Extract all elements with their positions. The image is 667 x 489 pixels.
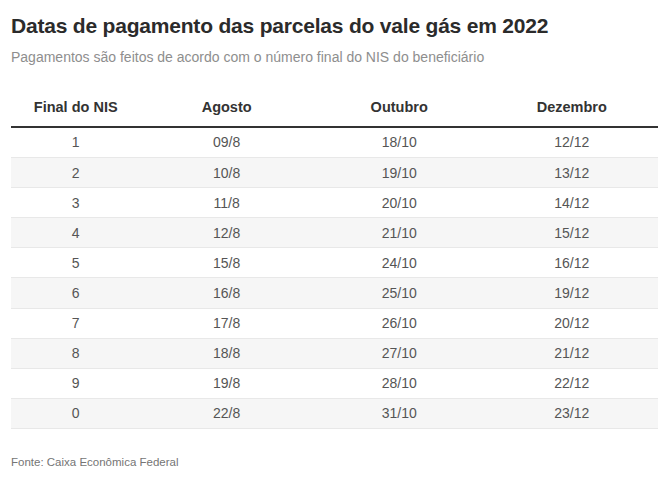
- table-cell: 27/10: [313, 338, 486, 368]
- table-cell: 8: [11, 338, 140, 368]
- table-cell: 5: [11, 248, 140, 278]
- table-cell: 6: [11, 278, 140, 308]
- table-cell: 14/12: [485, 188, 658, 218]
- page-subtitle: Pagamentos são feitos de acordo com o nú…: [11, 49, 658, 66]
- table-cell: 9: [11, 368, 140, 398]
- table-cell: 20/12: [485, 308, 658, 338]
- table-cell: 31/10: [313, 398, 486, 428]
- table-cell: 09/8: [140, 127, 313, 158]
- table-cell: 18/10: [313, 127, 486, 158]
- table-cell: 0: [11, 398, 140, 428]
- table-cell: 23/12: [485, 398, 658, 428]
- table-row: 210/819/1013/12: [11, 158, 658, 188]
- table-cell: 28/10: [313, 368, 486, 398]
- table-cell: 24/10: [313, 248, 486, 278]
- table-row: 311/820/1014/12: [11, 188, 658, 218]
- table-cell: 12/8: [140, 218, 313, 248]
- table-body: 109/818/1012/12210/819/1013/12311/820/10…: [11, 127, 658, 428]
- table-row: 616/825/1019/12: [11, 278, 658, 308]
- table-cell: 4: [11, 218, 140, 248]
- table-cell: 21/10: [313, 218, 486, 248]
- table-cell: 26/10: [313, 308, 486, 338]
- table-cell: 19/12: [485, 278, 658, 308]
- table-cell: 25/10: [313, 278, 486, 308]
- table-cell: 2: [11, 158, 140, 188]
- table-cell: 20/10: [313, 188, 486, 218]
- source-note: Fonte: Caixa Econômica Federal: [11, 456, 658, 468]
- payment-dates-table: Final do NIS Agosto Outubro Dezembro 109…: [11, 91, 658, 429]
- table-row: 818/827/1021/12: [11, 338, 658, 368]
- column-header-agosto: Agosto: [140, 91, 313, 127]
- table-cell: 21/12: [485, 338, 658, 368]
- table-header-row: Final do NIS Agosto Outubro Dezembro: [11, 91, 658, 127]
- column-header-dezembro: Dezembro: [485, 91, 658, 127]
- table-row: 717/826/1020/12: [11, 308, 658, 338]
- page-title: Datas de pagamento das parcelas do vale …: [11, 14, 658, 38]
- table-cell: 7: [11, 308, 140, 338]
- table-cell: 17/8: [140, 308, 313, 338]
- table-row: 022/831/1023/12: [11, 398, 658, 428]
- table-row: 515/824/1016/12: [11, 248, 658, 278]
- table-cell: 18/8: [140, 338, 313, 368]
- table-cell: 19/10: [313, 158, 486, 188]
- table-cell: 1: [11, 127, 140, 158]
- table-row: 919/828/1022/12: [11, 368, 658, 398]
- table-cell: 15/12: [485, 218, 658, 248]
- table-cell: 16/8: [140, 278, 313, 308]
- table-row: 109/818/1012/12: [11, 127, 658, 158]
- table-cell: 3: [11, 188, 140, 218]
- table-cell: 16/12: [485, 248, 658, 278]
- table-row: 412/821/1015/12: [11, 218, 658, 248]
- table-cell: 13/12: [485, 158, 658, 188]
- table-cell: 15/8: [140, 248, 313, 278]
- table-cell: 10/8: [140, 158, 313, 188]
- table-cell: 22/8: [140, 398, 313, 428]
- column-header-final-do-nis: Final do NIS: [11, 91, 140, 127]
- table-cell: 22/12: [485, 368, 658, 398]
- vale-gas-table-widget: Datas de pagamento das parcelas do vale …: [0, 14, 667, 468]
- table-cell: 19/8: [140, 368, 313, 398]
- table-cell: 11/8: [140, 188, 313, 218]
- column-header-outubro: Outubro: [313, 91, 486, 127]
- table-cell: 12/12: [485, 127, 658, 158]
